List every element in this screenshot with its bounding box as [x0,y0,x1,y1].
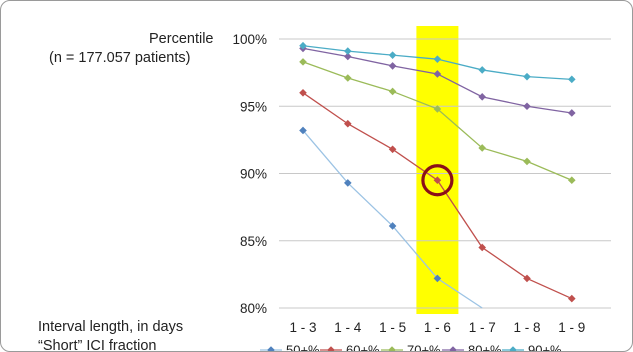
legend-label: 90+% [528,343,562,352]
data-point [568,75,576,84]
data-point [344,47,352,55]
x-tick-label: 1 - 8 [513,320,540,335]
data-point [388,145,397,154]
data-point [299,126,307,135]
data-point [388,51,397,59]
data-point [433,70,442,78]
x-tick-label: 1 - 4 [334,320,362,335]
x-tick-label: 1 - 6 [424,320,451,335]
data-point [478,243,486,252]
data-point [478,66,486,74]
data-point [344,52,352,61]
y-tick-label: 100% [232,32,267,47]
legend-label: 60+% [346,343,380,352]
x-tick-label: 1 - 7 [469,320,496,335]
legend-label: 80+% [468,343,502,352]
patients-note: (n = 177.057 patients) [49,50,191,66]
data-point [568,176,576,185]
data-point [523,157,531,166]
data-point [388,62,397,70]
data-point [433,55,442,63]
data-point [478,144,486,152]
data-point [568,109,576,117]
highlight-circle [421,164,454,197]
data-point [523,102,531,111]
legend-marker [327,346,335,351]
data-point [433,176,442,185]
x-axis-title: Interval length, in days [38,319,184,335]
data-point [344,179,352,187]
y-tick-label: 85% [240,234,267,249]
data-point [523,72,531,81]
legend-label: 50+% [286,343,320,352]
data-point [344,74,352,82]
y-axis-title: Percentile [149,31,214,47]
legend-marker [267,346,275,351]
legend-title: “Short” ICI fraction [38,338,157,352]
y-tick-label: 95% [240,99,267,114]
legend-marker [509,346,517,351]
x-tick-label: 1 - 5 [379,320,406,335]
legend-label: 70+% [407,343,441,352]
data-point [433,105,442,113]
data-point [299,89,307,97]
data-point [388,87,397,96]
data-point [478,93,486,101]
legend-marker [388,346,396,351]
x-tick-label: 1 - 3 [289,320,316,335]
data-point [388,222,397,230]
y-tick-label: 90% [240,167,267,182]
data-point [344,119,352,128]
x-tick-label: 1 - 9 [558,320,585,335]
data-point [523,274,531,283]
legend-marker [449,346,457,351]
data-point [299,41,307,50]
data-point [568,294,576,303]
data-point [299,58,307,66]
y-tick-label: 80% [240,301,267,316]
data-point [433,274,442,283]
